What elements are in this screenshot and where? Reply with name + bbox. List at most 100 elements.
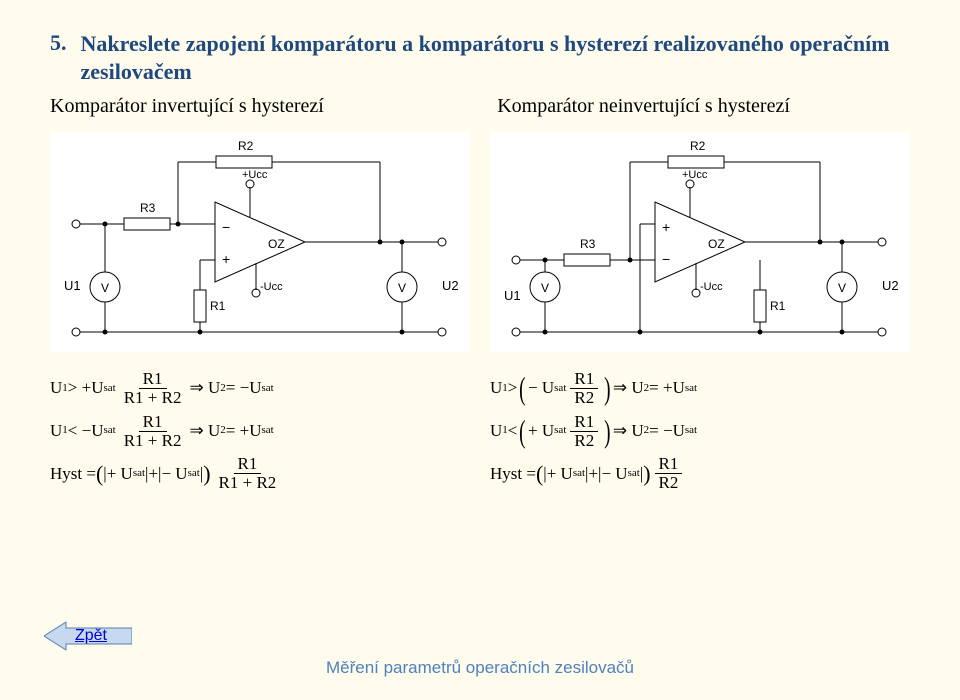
eq-right-2: U 1 < ( + Usat R1 R2 ) ⇒ U 2 = −Usat [490,413,910,450]
subhead-left: Komparátor invertující s hysterezí [50,95,463,118]
back-button[interactable]: Zpět [44,620,132,652]
fraction: R1 R2 [570,370,598,407]
eq-sub: sat [103,425,115,437]
svg-text:U2: U2 [442,278,459,293]
eq-sub: sat [554,383,566,395]
eq-left-2: U 1 < −Usat R1 R1 + R2 ⇒ U 2 = +Usat [50,413,470,450]
eq-right-hyst: Hyst = ( |+ Usat| + |− Usat| ) R1 R2 [490,455,910,492]
frac-den: R1 + R2 [120,432,186,450]
eq-text: − U [601,465,627,483]
svg-text:U2: U2 [882,278,899,293]
svg-text:OZ: OZ [268,237,285,251]
svg-text:R1: R1 [770,299,786,313]
svg-text:−: − [662,251,670,267]
paren-icon: ( [520,372,526,404]
slide-title: 5. Nakreslete zapojení komparátoru a kom… [50,30,910,85]
frac-den: R1 + R2 [120,389,186,407]
svg-text:V: V [838,281,846,295]
svg-text:V: V [398,281,406,295]
eq-text: > [508,379,518,397]
eq-text: < −U [68,422,104,440]
subheadings: Komparátor invertující s hysterezí Kompa… [50,95,910,118]
svg-text:U1: U1 [504,288,521,303]
diagram-row: R2 R3 − + OZ +Ucc -Ucc [50,132,910,352]
frac-den: R2 [570,389,598,407]
eq-text: = +U [649,379,685,397]
eq-text: Hyst = [50,465,96,483]
fraction: R1 R2 [570,413,598,450]
eq-sub: sat [554,425,566,437]
eq-right-1: U 1 > ( − Usat R1 R2 ) ⇒ U 2 = +Usat [490,370,910,407]
svg-text:V: V [541,281,549,295]
equation-row: U 1 > +Usat R1 R1 + R2 ⇒ U 2 = −Usat U 1… [50,370,910,498]
eq-text: U [50,379,62,397]
paren-icon: ) [203,462,210,485]
eq-text: U [490,422,502,440]
eq-sub: sat [628,468,640,480]
equations-right: U 1 > ( − Usat R1 R2 ) ⇒ U 2 = +Usat U 1… [490,370,910,498]
eq-text: < [508,422,518,440]
svg-text:+Ucc: +Ucc [242,169,268,181]
circuit-noninverting: R2 + − OZ +Ucc -Ucc R3 [490,132,910,352]
eq-text: + U [107,465,133,483]
frac-num: R1 [570,370,598,389]
fraction: R1 R1 + R2 [215,455,281,492]
eq-text: + U [528,422,554,440]
title-text: Nakreslete zapojení komparátoru a kompar… [81,30,911,85]
eq-text: = −U [226,379,262,397]
circuit-inverting: R2 R3 − + OZ +Ucc -Ucc [50,132,470,352]
eq-sub: sat [103,383,115,395]
svg-text:+Ucc: +Ucc [682,169,708,181]
svg-text:R3: R3 [140,201,156,215]
frac-num: R1 [655,455,683,474]
svg-text:+: + [662,219,670,235]
svg-text:R2: R2 [238,139,254,153]
slide-body: 5. Nakreslete zapojení komparátoru a kom… [0,0,960,498]
paren-icon: ( [96,462,103,485]
svg-text:R3: R3 [580,237,596,251]
eq-text: U [490,379,502,397]
eq-text: + [588,465,598,483]
svg-text:-Ucc: -Ucc [700,281,723,293]
footer-text: Měření parametrů operačních zesilovačů [0,658,960,678]
eq-text: ⇒ U [613,379,644,397]
frac-num: R1 [139,413,167,432]
svg-text:U1: U1 [64,278,81,293]
title-number: 5. [50,30,67,56]
frac-den: R1 + R2 [215,474,281,492]
eq-text: − U [161,465,187,483]
eq-sub: sat [133,468,145,480]
eq-text: ⇒ U [613,422,644,440]
eq-text: − U [528,379,554,397]
fraction: R1 R2 [655,455,683,492]
fraction: R1 R1 + R2 [120,413,186,450]
eq-sub: sat [685,383,697,395]
paren-icon: ) [604,372,610,404]
eq-left-1: U 1 > +Usat R1 R1 + R2 ⇒ U 2 = −Usat [50,370,470,407]
paren-icon: ) [643,462,650,485]
frac-num: R1 [570,413,598,432]
frac-den: R2 [655,474,683,492]
subhead-right: Komparátor neinvertující s hysterezí [497,95,910,118]
svg-text:R1: R1 [210,299,226,313]
svg-text:V: V [101,281,109,295]
eq-text: > +U [68,379,104,397]
svg-text:OZ: OZ [708,237,725,251]
paren-icon: ( [536,462,543,485]
frac-num: R1 [234,455,262,474]
svg-text:+: + [222,251,230,267]
eq-sub: sat [188,468,200,480]
eq-text: ⇒ U [189,422,220,440]
paren-icon: ) [604,415,610,447]
eq-sub: sat [573,468,585,480]
back-label: Zpět [75,627,107,645]
frac-num: R1 [139,370,167,389]
frac-den: R2 [570,432,598,450]
eq-text: + U [547,465,573,483]
eq-sub: sat [261,425,273,437]
eq-text: = −U [649,422,685,440]
fraction: R1 R1 + R2 [120,370,186,407]
eq-text: U [50,422,62,440]
eq-sub: sat [685,425,697,437]
svg-text:-Ucc: -Ucc [260,281,283,293]
